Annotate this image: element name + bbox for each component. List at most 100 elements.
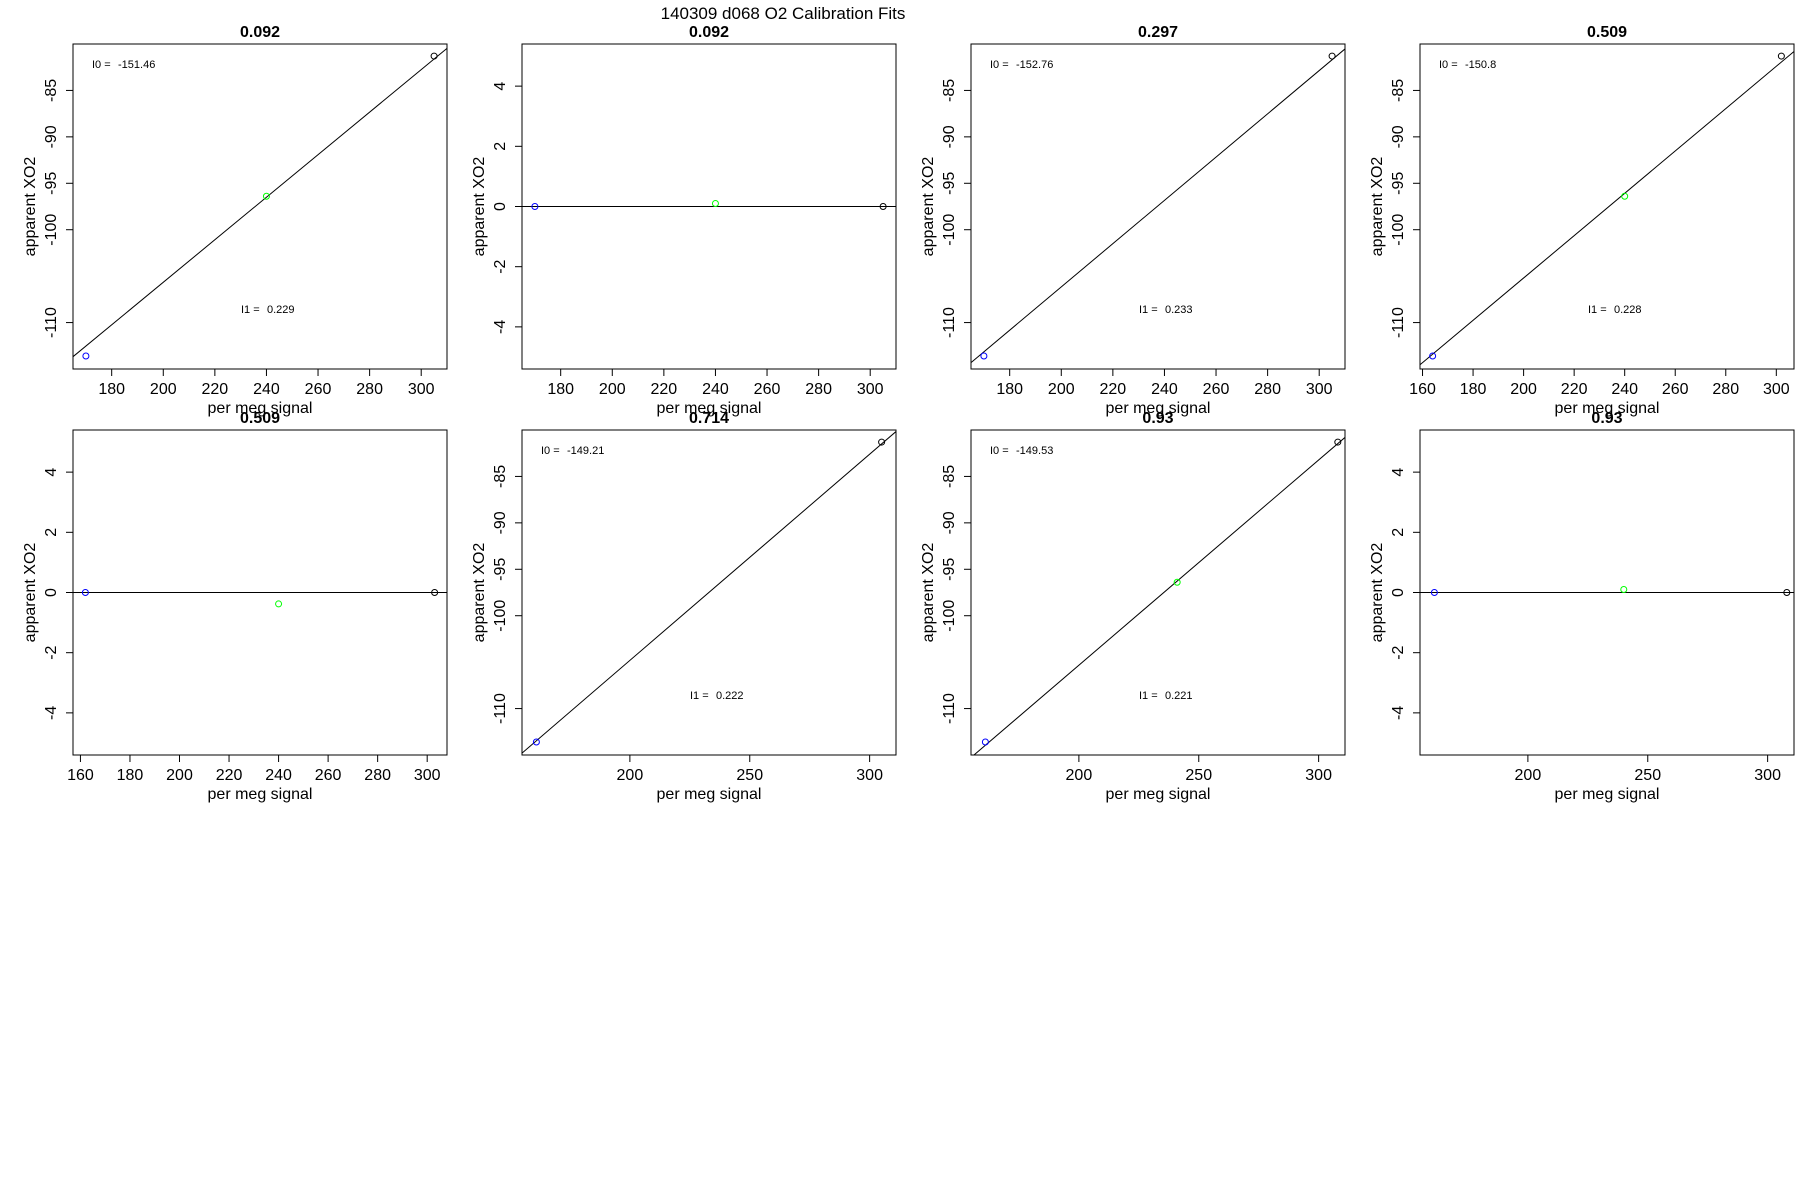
data-point [532, 738, 540, 746]
y-tick-label: -85 [1390, 79, 1407, 102]
y-tick-label: 0 [1390, 588, 1407, 597]
i0-label: I0 = [1439, 59, 1458, 71]
i1-label: I1 = [1588, 304, 1607, 316]
x-tick-label: 300 [1763, 381, 1790, 398]
x-tick-label: 220 [1561, 381, 1588, 398]
data-point [1173, 578, 1181, 586]
x-tick-label: 280 [1712, 381, 1739, 398]
x-tick-label: 200 [599, 381, 626, 398]
y-tick-label: -100 [941, 214, 958, 246]
data-point [82, 352, 90, 360]
y-tick-label: -2 [492, 259, 509, 273]
chart-panel: 180 200 220 240 260 280 300 -110 -100 -95 -90 -85 pe… [22, 24, 448, 417]
plot-frame [521, 429, 897, 756]
y-axis-label: apparent XO2 [1369, 543, 1386, 643]
data-point [431, 589, 439, 596]
x-tick-label: 240 [702, 381, 729, 398]
y-tick-label: -100 [941, 600, 958, 632]
y-axis-label: apparent XO2 [471, 157, 488, 257]
x-tick-label: 250 [1185, 767, 1212, 784]
data-point [1334, 438, 1342, 446]
data-point [531, 203, 539, 210]
i0-label: I0 = [990, 59, 1009, 71]
i0-value: -149.21 [567, 445, 604, 457]
y-axis-label: apparent XO2 [471, 543, 488, 643]
panel-title: 0.93 [1142, 410, 1173, 427]
x-tick-label: 220 [651, 381, 678, 398]
data-point [1777, 52, 1785, 60]
x-tick-label: 180 [117, 767, 144, 784]
x-tick-label: 220 [216, 767, 243, 784]
y-tick-label: -4 [43, 706, 60, 720]
i0-label: I0 = [990, 445, 1009, 457]
x-tick-label: 220 [1100, 381, 1127, 398]
i0-label: I0 = [541, 445, 560, 457]
y-tick-label: -95 [492, 558, 509, 581]
y-axis-label: apparent XO2 [920, 543, 937, 643]
data-point [1328, 52, 1336, 60]
x-axis-label: per meg signal [657, 400, 762, 417]
y-tick-label: -100 [1390, 214, 1407, 246]
y-tick-label: -4 [492, 320, 509, 334]
y-tick-label: 0 [43, 588, 60, 597]
i1-value: 0.233 [1165, 304, 1193, 316]
panel-title: 0.714 [689, 410, 729, 427]
panel-title: 0.509 [1587, 24, 1627, 41]
x-axis-label: per meg signal [657, 786, 762, 803]
chart-panel: 180 200 220 240 260 280 300 -4 -2 0 2 4 per meg sign… [471, 24, 897, 417]
i1-value: 0.229 [267, 304, 295, 316]
data-point [1783, 589, 1791, 596]
plot-frame [1419, 43, 1795, 370]
data-point [879, 203, 887, 210]
x-tick-label: 300 [1754, 767, 1781, 784]
y-tick-label: 4 [43, 468, 60, 477]
y-tick-label: -95 [1390, 172, 1407, 195]
y-tick-label: 2 [492, 142, 509, 151]
x-tick-label: 280 [1254, 381, 1281, 398]
x-tick-label: 280 [364, 767, 391, 784]
y-tick-label: -100 [492, 600, 509, 632]
x-tick-label: 160 [67, 767, 94, 784]
panel-title: 0.092 [240, 24, 280, 41]
fit-line [973, 437, 1345, 755]
x-tick-label: 260 [315, 767, 342, 784]
y-tick-label: 4 [492, 82, 509, 91]
data-point [711, 199, 719, 207]
plot-frame [970, 43, 1346, 370]
x-tick-label: 300 [1305, 767, 1332, 784]
x-tick-label: 200 [1515, 767, 1542, 784]
y-tick-label: -2 [43, 645, 60, 659]
y-tick-label: -4 [1390, 706, 1407, 720]
y-axis-label: apparent XO2 [920, 157, 937, 257]
x-axis-label: per meg signal [208, 786, 313, 803]
x-tick-label: 250 [1634, 767, 1661, 784]
plot-frame [970, 429, 1346, 756]
y-tick-label: -85 [492, 465, 509, 488]
fit-line [522, 431, 896, 754]
data-point [262, 192, 270, 200]
i1-value: 0.222 [716, 690, 744, 702]
y-tick-label: -90 [43, 125, 60, 148]
data-point [1429, 352, 1437, 360]
x-tick-label: 200 [1510, 381, 1537, 398]
x-tick-label: 200 [1066, 767, 1093, 784]
x-tick-label: 180 [1460, 381, 1487, 398]
x-tick-label: 240 [1151, 381, 1178, 398]
i1-value: 0.221 [1165, 690, 1193, 702]
x-axis-label: per meg signal [1555, 400, 1660, 417]
i0-value: -150.8 [1465, 59, 1496, 71]
y-tick-label: 2 [1390, 528, 1407, 537]
y-tick-label: -110 [941, 307, 958, 338]
y-tick-label: 0 [492, 202, 509, 211]
x-tick-label: 200 [1048, 381, 1075, 398]
x-tick-label: 180 [98, 381, 125, 398]
y-tick-label: -90 [1390, 125, 1407, 148]
x-tick-label: 300 [1306, 381, 1333, 398]
panel-title: 0.092 [689, 24, 729, 41]
i1-label: I1 = [1139, 304, 1158, 316]
panel-title: 0.297 [1138, 24, 1178, 41]
i1-label: I1 = [690, 690, 709, 702]
y-tick-label: -85 [941, 465, 958, 488]
x-axis-label: per meg signal [1555, 786, 1660, 803]
x-tick-label: 280 [805, 381, 832, 398]
